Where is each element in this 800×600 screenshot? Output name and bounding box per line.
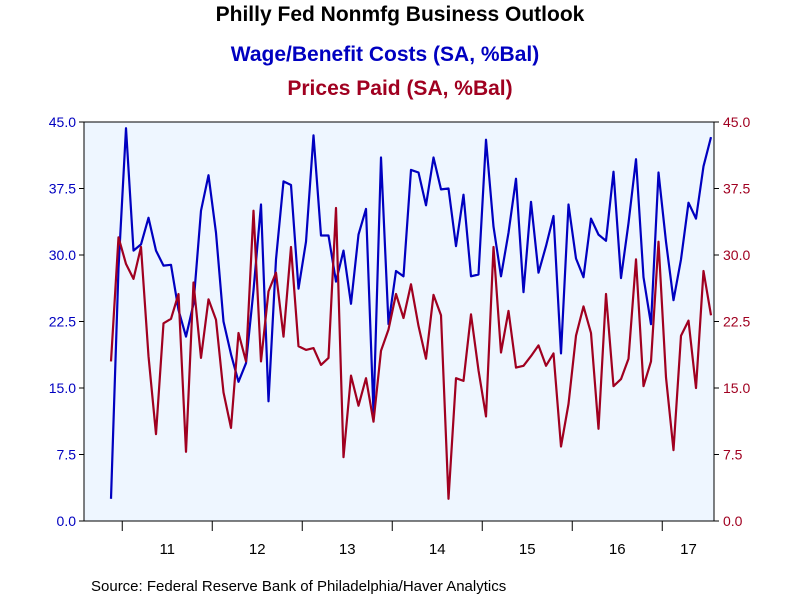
x-year-label: 11 (159, 541, 175, 558)
y-left-tick-label: 0.0 (57, 513, 77, 529)
y-left-tick-label: 45.0 (49, 114, 76, 130)
y-left-tick-label: 37.5 (49, 181, 76, 197)
series-title-wage: Wage/Benefit Costs (SA, %Bal) (230, 43, 540, 66)
source-note: Source: Federal Reserve Bank of Philadel… (91, 578, 507, 595)
x-year-label: 15 (519, 541, 536, 558)
y-right-tick-label: 0.0 (723, 513, 743, 529)
y-right-tick-label: 22.5 (723, 314, 750, 330)
y-left-tick-label: 22.5 (49, 314, 76, 330)
y-right-tick-label: 7.5 (723, 447, 743, 463)
plot-background (83, 121, 715, 522)
x-year-label: 12 (249, 541, 266, 558)
y-right-tick-label: 45.0 (723, 114, 750, 130)
y-left-tick-label: 15.0 (49, 380, 76, 396)
series-line-wage (109, 127, 713, 499)
series-title-prices: Prices Paid (SA, %Bal) (287, 77, 513, 100)
y-left-tick-label: 7.5 (57, 447, 77, 463)
y-right-tick-label: 37.5 (723, 181, 750, 197)
series-line-prices (109, 206, 713, 500)
y-right-tick-label: 30.0 (723, 247, 750, 263)
chart-title: Philly Fed Nonmfg Business Outlook (215, 3, 585, 26)
y-right-tick-label: 15.0 (723, 380, 750, 396)
x-year-label: 17 (680, 541, 697, 558)
y-left-tick-label: 30.0 (49, 247, 76, 263)
x-year-label: 13 (339, 541, 356, 558)
x-year-label: 14 (429, 541, 446, 558)
x-year-label: 16 (609, 541, 626, 558)
